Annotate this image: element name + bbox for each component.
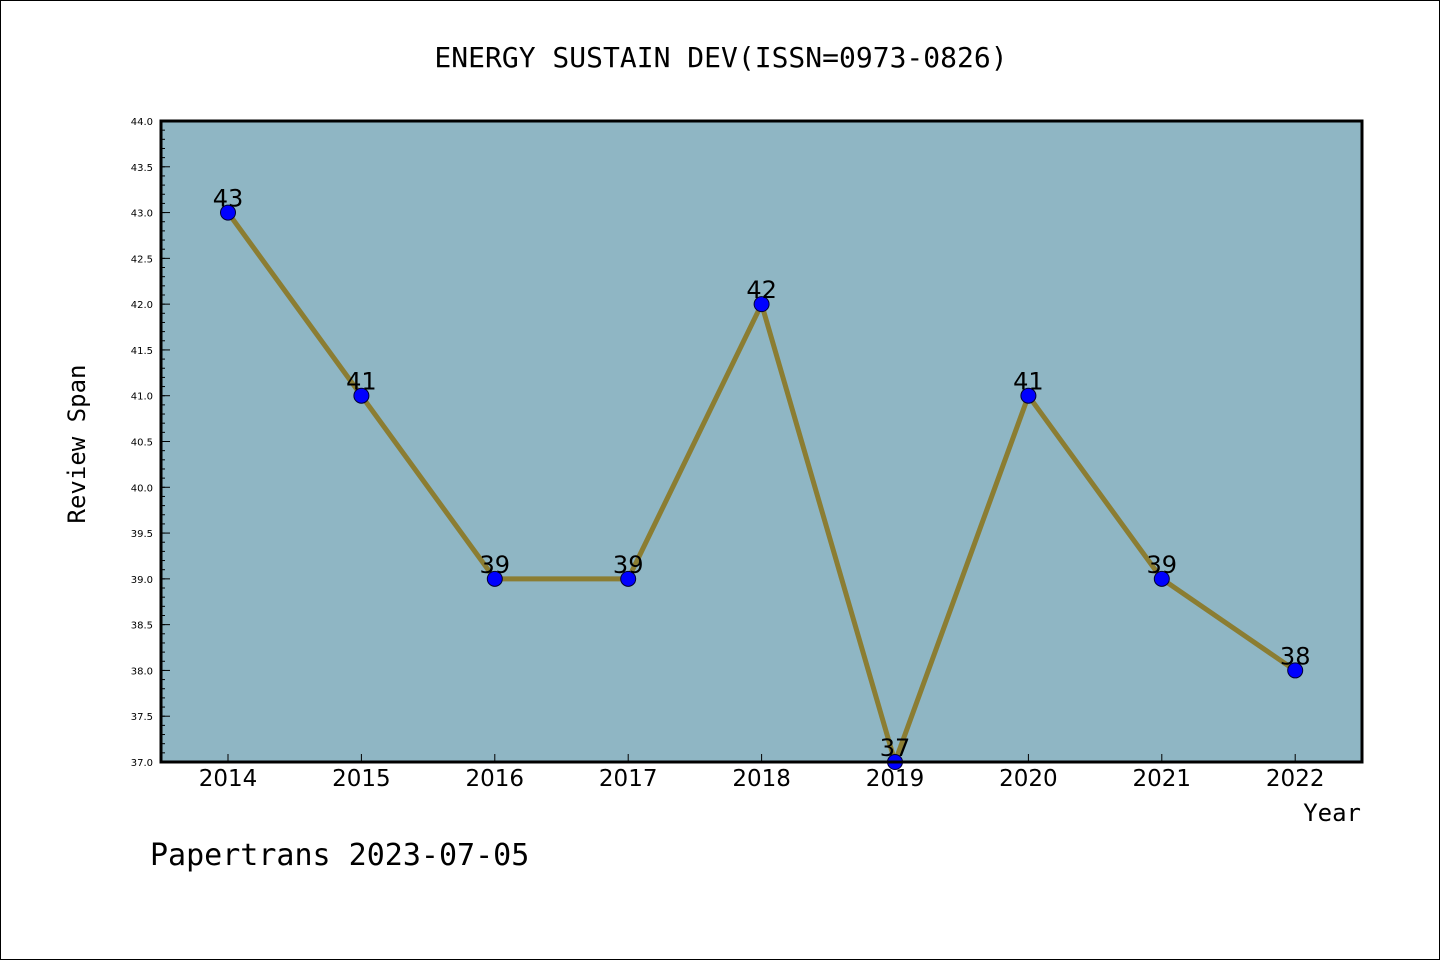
plot-border [159,119,1364,764]
x-tick-label: 2019 [866,766,925,792]
y-axis-ticks: 37.0 37.5 38.0 38.5 39.0 39.5 40.0 40.5 41.0 41.5… [131,117,170,769]
y-tick-label: 43.0 [131,209,153,220]
data-label-2019: 37 [880,734,911,762]
data-labels: 43 41 39 39 42 37 41 39 38 [213,185,1311,762]
data-point-2015 [353,387,370,404]
data-point-2016 [486,570,503,587]
data-point-2021 [1153,570,1170,587]
y-tick-label: 41.5 [131,346,153,357]
data-label-2021: 39 [1147,551,1178,579]
data-point-2014 [220,204,236,221]
x-tick-label: 2020 [999,766,1058,792]
data-label-2017: 39 [613,551,644,579]
data-point-2020 [1020,387,1037,404]
y-tick-label: 39.5 [131,529,153,540]
y-axis-label: Review Span [63,365,91,524]
x-tick-label: 2021 [1133,766,1192,792]
y-tick-label: 37.0 [131,758,153,769]
data-label-2016: 39 [480,551,511,579]
data-point-2017 [620,570,637,587]
chart-title: ENERGY SUSTAIN DEV(ISSN=0973-0826) [434,41,1007,74]
x-tick-label: 2022 [1266,766,1325,792]
y-tick-label: 41.0 [131,392,153,403]
data-label-2018: 42 [746,276,777,304]
y-tick-label: 44.0 [131,117,153,128]
x-axis-ticks: 2014 2015 2016 2017 2018 2019 2020 2021 2022 [199,754,1325,792]
y-tick-label: 39.0 [131,575,153,586]
footer-date-stamp: Papertrans 2023-07-05 [150,838,529,873]
x-tick-label: 2014 [199,766,258,792]
y-tick-label: 43.5 [131,163,153,174]
data-label-2014: 43 [213,185,244,213]
x-tick-label: 2016 [466,766,525,792]
data-label-2022: 38 [1280,642,1311,670]
data-markers [220,204,1304,770]
y-tick-label: 40.5 [131,438,153,449]
data-point-2022 [1287,662,1304,679]
y-tick-label: 37.5 [131,712,153,723]
x-tick-label: 2018 [732,766,791,792]
x-tick-label: 2017 [599,766,658,792]
x-tick-label: 2015 [332,766,391,792]
plot-area [161,121,1362,762]
x-axis-label: Year [1303,799,1361,827]
data-label-2020: 41 [1013,368,1044,396]
y-tick-label: 38.0 [131,666,153,677]
y-tick-label: 42.5 [131,254,153,265]
data-label-2015: 41 [346,368,377,396]
y-tick-label: 38.5 [131,621,153,632]
y-tick-label: 42.0 [131,300,153,311]
y-tick-label: 40.0 [131,483,153,494]
data-point-2018 [753,296,770,313]
